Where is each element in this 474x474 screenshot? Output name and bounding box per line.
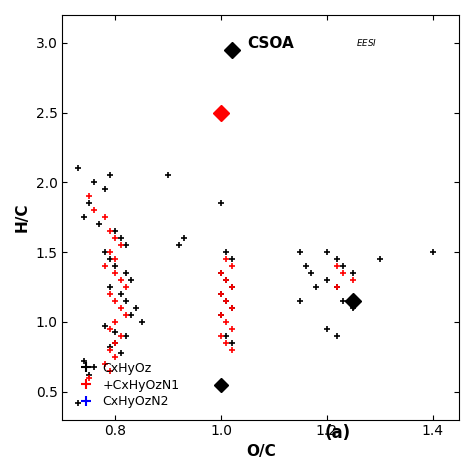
CxHyOz (75, 165, 81, 171)
Text: CSOA: CSOA (247, 36, 294, 51)
CxHyOzN1 (123, 284, 129, 290)
CxHyOzN1 (224, 298, 229, 304)
CxHyOzN1 (224, 277, 229, 283)
CxHyOzN1 (112, 319, 118, 325)
CxHyOz (107, 284, 113, 290)
CxHyOzN1 (107, 326, 113, 332)
CxHyOzN1 (229, 284, 235, 290)
CxHyOzN1 (229, 347, 235, 353)
CxHyOzN1 (112, 354, 118, 360)
CxHyOzN1 (102, 214, 108, 220)
Text: $_{EESI}$: $_{EESI}$ (356, 36, 377, 49)
CxHyOzN1 (218, 312, 224, 318)
CxHyOzN1 (107, 228, 113, 234)
CxHyOzN1 (118, 242, 123, 248)
CxHyOzN1 (224, 319, 229, 325)
CxHyOzN1 (107, 291, 113, 297)
CxHyOzN1 (118, 333, 123, 339)
CxHyOzN1 (224, 340, 229, 346)
CxHyOzN1 (218, 270, 224, 276)
CxHyOz (75, 400, 81, 406)
CxHyOzN1 (107, 347, 113, 353)
CxHyOzN1 (112, 270, 118, 276)
CxHyOzN1 (218, 110, 224, 116)
CxHyOzN1 (112, 236, 118, 241)
CxHyOzN1 (218, 291, 224, 297)
CxHyOzN1 (107, 249, 113, 255)
Line: CxHyOz: CxHyOz (75, 46, 436, 406)
Text: (a): (a) (324, 424, 350, 442)
CxHyOzN1 (224, 256, 229, 262)
CxHyOzN1 (112, 256, 118, 262)
CxHyOzN1 (102, 361, 108, 366)
CxHyOzN1 (123, 312, 129, 318)
CxHyOz (81, 358, 86, 364)
CxHyOz (324, 277, 329, 283)
CxHyOzN1 (335, 284, 340, 290)
X-axis label: O/C: O/C (246, 444, 275, 459)
CxHyOzN1 (229, 326, 235, 332)
CxHyOz (229, 47, 235, 53)
CxHyOzN1 (86, 375, 91, 381)
CxHyOzN1 (350, 277, 356, 283)
CxHyOzN1 (229, 305, 235, 311)
CxHyOzN1 (107, 368, 113, 374)
Legend: CxHyOz, +CxHyOzN1, CxHyOzN2: CxHyOz, +CxHyOzN1, CxHyOzN2 (69, 357, 184, 413)
Line: CxHyOzN1: CxHyOzN1 (85, 109, 357, 381)
CxHyOz (128, 312, 134, 318)
CxHyOzN1 (118, 277, 123, 283)
Y-axis label: H/C: H/C (15, 202, 30, 232)
CxHyOzN1 (335, 263, 340, 269)
CxHyOzN1 (229, 263, 235, 269)
CxHyOzN1 (340, 270, 346, 276)
CxHyOz (377, 256, 383, 262)
CxHyOzN1 (102, 263, 108, 269)
CxHyOz (218, 201, 224, 206)
CxHyOzN1 (112, 298, 118, 304)
CxHyOzN1 (86, 193, 91, 199)
CxHyOzN1 (218, 333, 224, 339)
CxHyOzN1 (91, 208, 97, 213)
CxHyOzN1 (112, 340, 118, 346)
CxHyOzN1 (118, 305, 123, 311)
